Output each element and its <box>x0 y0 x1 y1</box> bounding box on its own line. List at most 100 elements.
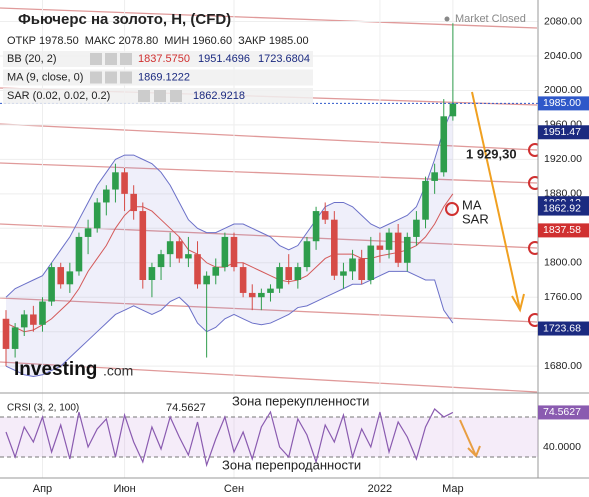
rsi-value: 74.5627 <box>166 402 206 414</box>
candle-body <box>276 267 283 289</box>
candle-body <box>93 202 101 229</box>
candle-body <box>66 271 74 285</box>
status-dot <box>444 16 450 22</box>
candle-body <box>248 292 256 298</box>
candle-body <box>112 172 119 190</box>
candle-body <box>11 327 19 349</box>
y-tick-label: 1800.00 <box>544 257 582 269</box>
candle-body <box>422 180 429 220</box>
indicator-value: 1723.6804 <box>258 53 310 65</box>
candle-body <box>75 236 83 272</box>
ma-label: MA <box>462 197 482 212</box>
icon <box>154 90 166 102</box>
rsi-label: CRSI (3, 2, 100) <box>7 403 79 414</box>
price-tag <box>538 321 589 336</box>
candle-body <box>331 219 338 276</box>
candle-body <box>349 258 356 272</box>
ohlc-value: 1960.60 <box>192 35 232 47</box>
indicator-value: 1862.9218 <box>193 90 245 102</box>
icon <box>90 53 102 65</box>
x-tick-label: Апр <box>33 483 52 495</box>
candle-body <box>267 288 274 293</box>
candle-body <box>121 172 128 194</box>
candle-body <box>2 318 10 349</box>
indicator-label: BB (20, 2) <box>7 53 57 65</box>
rsi-tick-label: 40.0000 <box>543 441 581 453</box>
ohlc-label: МИН <box>164 35 189 47</box>
level-label: 1 929,30 <box>466 146 517 161</box>
rsi-zone <box>0 417 538 457</box>
price-tag <box>538 201 589 216</box>
candle-body <box>221 236 229 268</box>
candle-body <box>376 245 384 250</box>
y-tick-label: 1760.00 <box>544 291 582 303</box>
candle-body <box>367 245 375 280</box>
y-tick-label: 2000.00 <box>544 84 582 96</box>
candle-body <box>303 241 311 268</box>
candle-body <box>358 258 365 280</box>
candle-body <box>294 267 302 280</box>
candle-body <box>321 211 329 220</box>
chart-title: Фьючерс на золото, H, (CFD) <box>18 11 231 28</box>
rsi-tag <box>538 405 589 420</box>
indicator-label: SAR (0.02, 0.02, 0.2) <box>7 90 110 102</box>
candle-body <box>340 271 347 276</box>
overlay-line <box>5 270 454 378</box>
candle-body <box>203 275 210 285</box>
candle-body <box>84 228 92 237</box>
indicator-bg <box>3 69 313 86</box>
price-tag-label: 1723.68 <box>543 322 581 334</box>
candle-body <box>185 254 192 259</box>
icon <box>120 53 132 65</box>
candle-body <box>148 267 156 280</box>
candle-body <box>30 314 37 325</box>
candle-body <box>166 241 174 255</box>
candle-body <box>413 219 420 237</box>
rsi-line <box>5 408 454 468</box>
indicator-label: MA (9, close, 0) <box>7 71 83 83</box>
candle-body <box>394 232 402 263</box>
ohlc-value: 2078.80 <box>119 35 159 47</box>
icon <box>120 71 132 84</box>
icon <box>90 71 102 84</box>
candle-body <box>57 267 65 285</box>
price-tag-label: 1951.47 <box>543 126 581 138</box>
candle-body <box>20 314 28 328</box>
ohlc-label: МАКС <box>85 35 116 47</box>
price-tag-label: 1985.00 <box>543 97 581 109</box>
logo-suffix: .com <box>103 363 133 379</box>
y-tick-label: 2080.00 <box>544 15 582 27</box>
price-tag <box>538 125 589 140</box>
candle-body <box>230 236 238 268</box>
price-tag <box>538 96 589 111</box>
price-tag-label: 1862.92 <box>543 202 581 214</box>
candle-body <box>103 189 110 203</box>
ohlc-label: ОТКР <box>7 35 36 47</box>
candle-body <box>212 267 220 276</box>
indicator-value: 1869.1222 <box>138 71 190 83</box>
icon <box>170 90 182 102</box>
candle-body <box>440 116 448 173</box>
market-status: Market Closed <box>455 13 526 25</box>
icon <box>105 71 117 84</box>
candle-body <box>449 103 457 117</box>
ohlc-value: 1978.50 <box>39 35 79 47</box>
candle-body <box>239 267 247 293</box>
oversold-label: Зона перепроданности <box>222 457 361 472</box>
overlay-line <box>5 193 454 333</box>
candle-body <box>48 267 55 302</box>
candle-body <box>130 193 137 212</box>
price-tag <box>538 223 589 238</box>
overlay-line <box>5 107 454 298</box>
candle-body <box>258 292 265 298</box>
arrows <box>459 91 525 458</box>
indicator-value: 1951.4696 <box>198 53 250 65</box>
ohlc-label: ЗАКР <box>238 35 266 47</box>
candle-body <box>431 172 438 181</box>
icon <box>138 90 150 102</box>
price-tag-label: 1837.58 <box>543 224 581 236</box>
icon <box>105 53 117 65</box>
y-tick-label: 1680.00 <box>544 360 582 372</box>
candle-body <box>312 211 320 242</box>
sar-label: SAR <box>462 211 489 226</box>
